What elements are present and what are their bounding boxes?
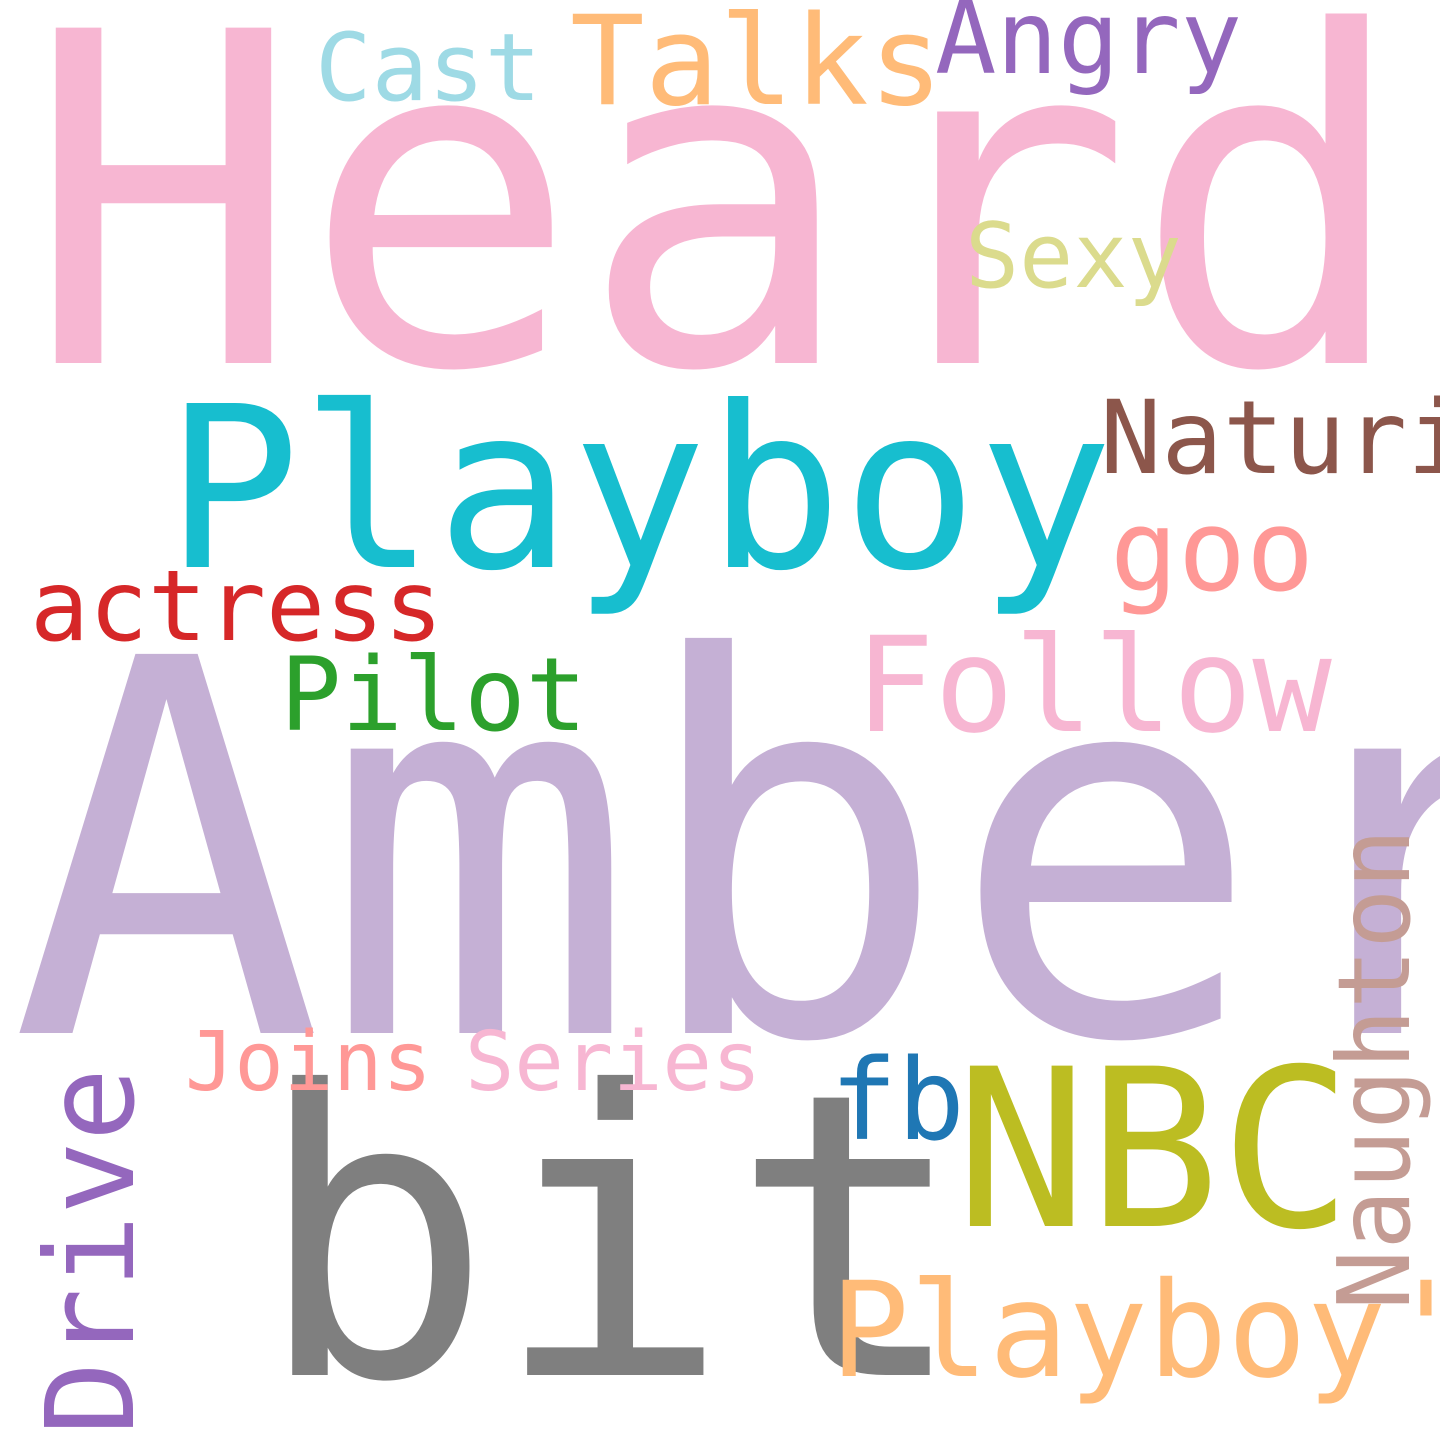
word-fb: fb [830,1036,965,1166]
word-joins: Joins [185,1015,432,1110]
word-amber: Amber [10,550,1440,1156]
word-playboy-apostrophe: Playboy' [830,1254,1440,1408]
word-heard: Heard [25,0,1410,472]
word-cast: Cast [315,14,542,123]
word-pilot: Pilot [280,636,588,755]
word-sexy: Sexy [965,204,1182,309]
word-drive: Drive [20,1067,162,1435]
word-playboy: Playboy [165,359,1114,621]
word-naughton: Naughton [1316,828,1433,1310]
word-goo: goo [1110,485,1315,617]
word-series: Series [465,1015,762,1110]
word-angry: Angry [935,0,1243,98]
word-talks: Talks [570,0,944,134]
word-naturi: Naturi [1100,379,1440,498]
word-bit: bit [255,1009,969,1440]
word-nbc: NBC [955,1022,1353,1278]
word-follow: Follow [855,609,1332,763]
word-actress: actress [30,550,444,664]
